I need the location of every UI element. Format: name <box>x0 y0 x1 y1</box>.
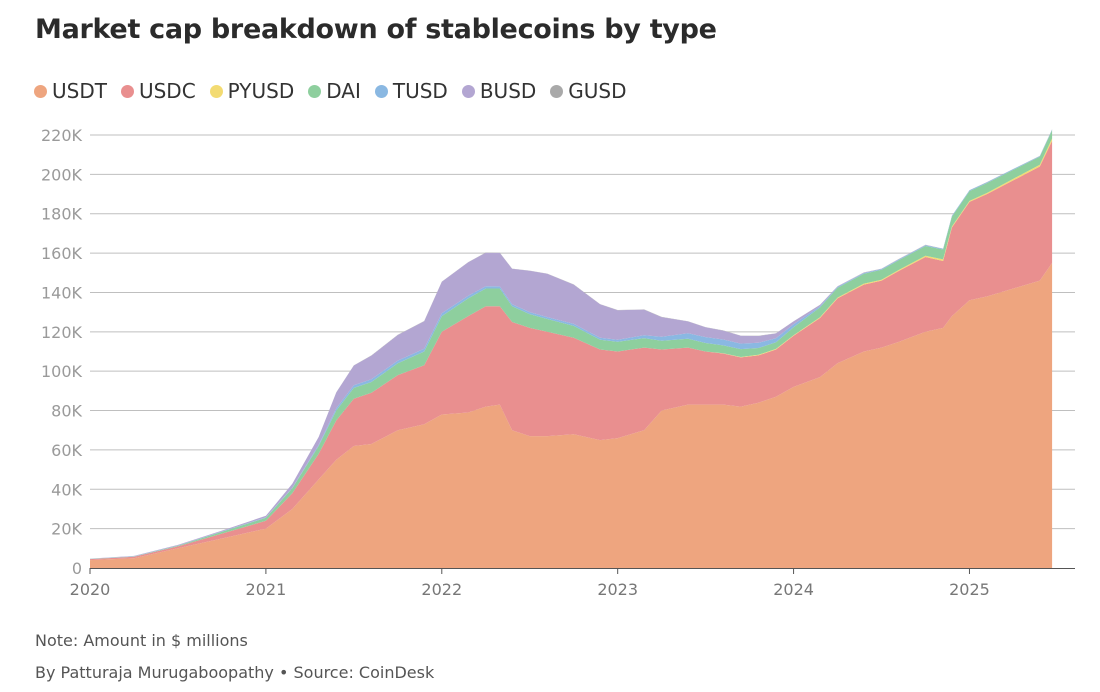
y-tick-label: 100K <box>41 362 83 381</box>
chart-byline: By Patturaja Murugaboopathy • Source: Co… <box>35 663 434 682</box>
legend-item-pyusd: PYUSD <box>209 79 295 103</box>
y-tick-label: 180K <box>41 205 83 224</box>
y-tick-label: 40K <box>51 480 82 499</box>
legend-item-usdc: USDC <box>120 79 196 103</box>
legend-label-tusd: TUSD <box>392 79 448 103</box>
y-tick-label: 0 <box>72 559 82 578</box>
legend-item-busd: BUSD <box>461 79 537 103</box>
y-tick-label: 200K <box>41 165 83 184</box>
y-tick-label: 160K <box>41 244 83 263</box>
legend-swatch-dai <box>308 84 322 98</box>
area-series-usdt <box>90 262 1053 568</box>
y-tick-label: 80K <box>51 402 82 421</box>
legend-swatch-tusd <box>374 84 388 98</box>
legend-swatch-usdt <box>34 84 47 98</box>
x-tick-label: 2020 <box>70 580 111 599</box>
y-tick-label: 60K <box>51 441 82 460</box>
chart-note: Note: Amount in $ millions <box>35 631 248 650</box>
legend-label-busd: BUSD <box>479 79 537 103</box>
legend-label-gusd: GUSD <box>568 79 627 103</box>
legend-swatch-usdc <box>120 84 134 98</box>
legend-item-tusd: TUSD <box>374 79 448 103</box>
x-tick-label: 2023 <box>597 580 638 599</box>
x-tick-label: 2022 <box>421 580 462 599</box>
x-tick-label: 2024 <box>773 580 814 599</box>
legend-swatch-busd <box>461 84 475 98</box>
area-series-usdc <box>90 140 1053 561</box>
legend-swatch-gusd <box>550 84 564 98</box>
legend-item-dai: DAI <box>308 79 361 103</box>
byline-author: By Patturaja Murugaboopathy <box>35 663 274 682</box>
legend-label-dai: DAI <box>326 79 361 103</box>
y-tick-label: 20K <box>51 520 82 539</box>
y-tick-label: 120K <box>41 323 83 342</box>
y-tick-label: 220K <box>41 126 83 145</box>
chart-legend: USDT USDC PYUSD DAI TUSD BUSD GUSD <box>34 79 641 103</box>
legend-label-usdt: USDT <box>52 79 107 103</box>
byline-source: • Source: CoinDesk <box>278 663 435 682</box>
x-tick-label: 2025 <box>949 580 990 599</box>
chart-title: Market cap breakdown of stablecoins by t… <box>35 14 717 45</box>
legend-item-gusd: GUSD <box>550 79 627 103</box>
legend-swatch-pyusd <box>209 84 223 98</box>
x-tick-label: 2021 <box>246 580 287 599</box>
legend-label-pyusd: PYUSD <box>227 79 295 103</box>
legend-item-usdt: USDT <box>34 79 107 103</box>
y-tick-label: 140K <box>41 283 83 302</box>
legend-label-usdc: USDC <box>138 79 196 103</box>
